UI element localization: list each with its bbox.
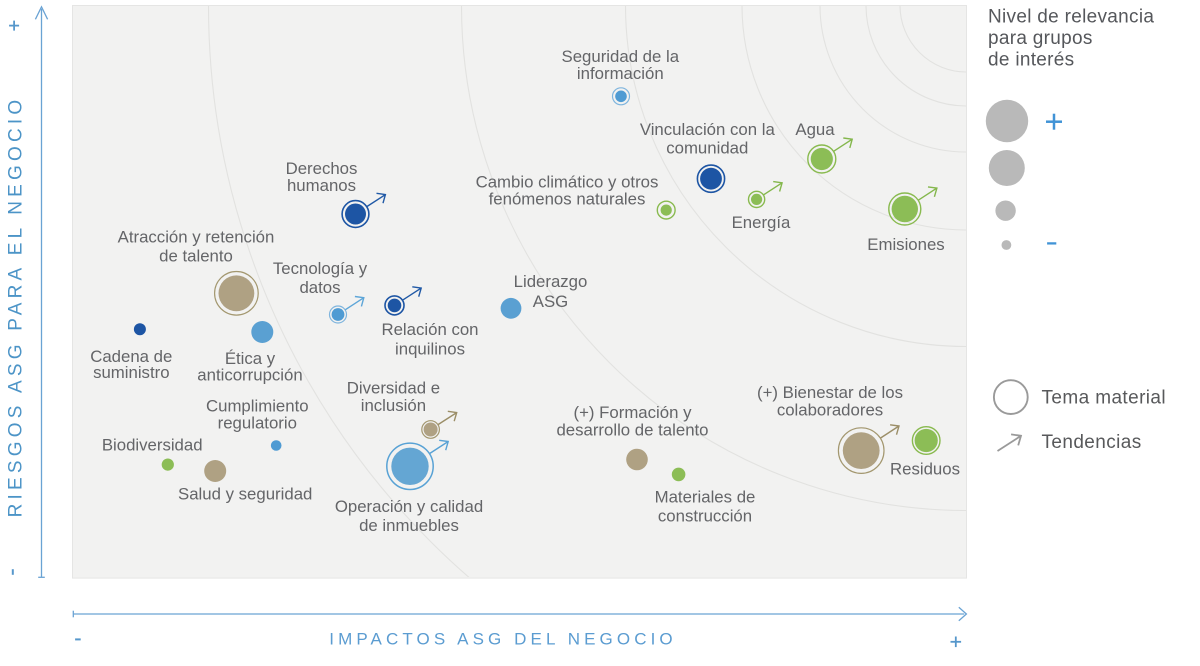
- svg-text:para grupos: para grupos: [988, 28, 1093, 49]
- svg-text:IMPACTOS ASG DEL NEGOCIO: IMPACTOS ASG DEL NEGOCIO: [329, 630, 676, 649]
- svg-text:Tendencias: Tendencias: [1042, 432, 1142, 453]
- svg-text:Seguridad de la: Seguridad de la: [562, 47, 680, 66]
- svg-text:inclusión: inclusión: [361, 396, 426, 415]
- svg-text:colaboradores: colaboradores: [777, 400, 883, 419]
- svg-text:RIESGOS ASG PARA EL NEGOCIO: RIESGOS ASG PARA EL NEGOCIO: [6, 96, 27, 518]
- svg-text:(+) Bienestar de los: (+) Bienestar de los: [757, 383, 903, 402]
- svg-text:Emisiones: Emisiones: [867, 235, 944, 254]
- svg-text:humanos: humanos: [287, 176, 356, 195]
- svg-text:Tema material: Tema material: [1042, 388, 1167, 409]
- svg-text:Residuos: Residuos: [890, 460, 960, 479]
- svg-text:Diversidad e: Diversidad e: [347, 379, 440, 398]
- svg-text:suministro: suministro: [93, 363, 169, 382]
- svg-text:comunidad: comunidad: [666, 139, 748, 158]
- svg-text:construcción: construcción: [658, 507, 752, 526]
- svg-text:regulatorio: regulatorio: [218, 414, 297, 433]
- svg-text:Vinculación con la: Vinculación con la: [640, 120, 776, 139]
- svg-text:de talento: de talento: [159, 247, 233, 266]
- svg-text:inquilinos: inquilinos: [395, 339, 465, 358]
- svg-text:Liderazgo: Liderazgo: [514, 272, 588, 291]
- svg-text:(+) Formación y: (+) Formación y: [574, 403, 693, 422]
- svg-text:Nivel de relevancia: Nivel de relevancia: [988, 7, 1154, 28]
- svg-text:Salud y seguridad: Salud y seguridad: [178, 485, 312, 504]
- svg-text:Relación con: Relación con: [381, 320, 478, 339]
- svg-text:Biodiversidad: Biodiversidad: [102, 435, 203, 454]
- svg-text:Tecnología y: Tecnología y: [273, 259, 368, 278]
- svg-text:desarrollo de talento: desarrollo de talento: [556, 421, 708, 440]
- svg-text:Agua: Agua: [795, 120, 835, 139]
- svg-text:Atracción y retención: Atracción y retención: [118, 228, 275, 247]
- svg-text:Operación y calidad: Operación y calidad: [335, 497, 483, 516]
- svg-text:fenómenos naturales: fenómenos naturales: [489, 190, 646, 209]
- svg-text:de inmuebles: de inmuebles: [359, 516, 459, 535]
- svg-text:anticorrupción: anticorrupción: [197, 365, 302, 384]
- svg-text:datos: datos: [299, 278, 340, 297]
- svg-text:Materiales de: Materiales de: [655, 488, 756, 507]
- svg-text:ASG: ASG: [533, 292, 568, 311]
- svg-text:de interés: de interés: [988, 50, 1074, 71]
- svg-text:Energía: Energía: [732, 213, 791, 232]
- svg-text:información: información: [577, 64, 664, 83]
